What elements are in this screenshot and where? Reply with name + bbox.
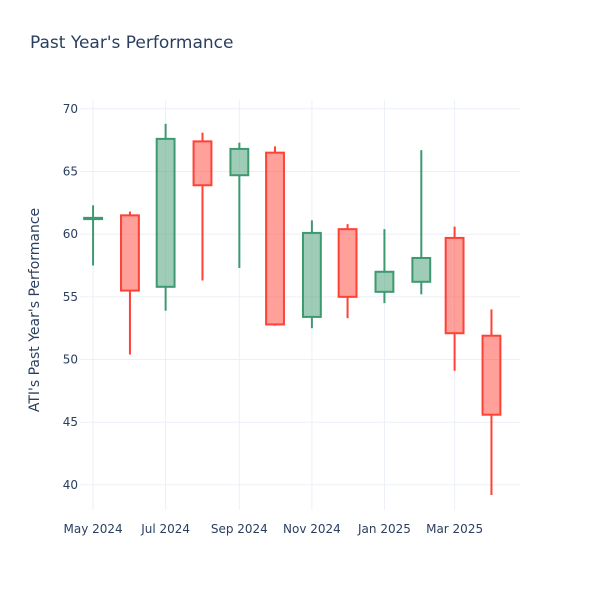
x-tick-label: Jan 2025 [357, 522, 411, 536]
x-tick-label: Nov 2024 [283, 522, 341, 536]
candle-body [411, 256, 432, 283]
candle-body [444, 236, 465, 335]
x-tick-label: Mar 2025 [426, 522, 483, 536]
y-tick-label: 65 [63, 164, 78, 178]
candle [374, 229, 395, 304]
y-tick-label: 60 [63, 227, 78, 241]
candle-body [301, 231, 322, 318]
candle [411, 150, 432, 295]
candle [83, 205, 103, 266]
candle [120, 211, 140, 355]
y-tick-label: 55 [63, 290, 78, 304]
x-tick-label: May 2024 [63, 522, 122, 536]
candle-body [265, 151, 285, 326]
candle-body [374, 270, 395, 293]
y-axis-label: ATI's Past Year's Performance [27, 207, 43, 413]
candle-body [229, 147, 250, 177]
candle [337, 224, 358, 319]
candle-body [120, 214, 140, 292]
y-axis-ticks: 40 45 50 55 60 65 70 [63, 102, 78, 492]
y-tick-label: 45 [63, 415, 78, 429]
chart-title: Past Year's Performance [30, 33, 234, 53]
candle [444, 226, 465, 371]
candle-body [481, 334, 502, 416]
candle-body [192, 140, 213, 187]
candle-body [155, 137, 176, 288]
candle [265, 146, 285, 326]
y-tick-label: 40 [63, 478, 78, 492]
candle-body [337, 228, 358, 298]
candle-body [83, 216, 103, 221]
x-axis-ticks: May 2024 Jul 2024 Sep 2024 Nov 2024 Jan 2025… [63, 522, 483, 536]
candle [192, 132, 213, 281]
candle [301, 220, 322, 329]
x-tick-label: Sep 2024 [211, 522, 268, 536]
candle [229, 142, 250, 269]
candle [155, 123, 176, 311]
x-tick-label: Jul 2024 [140, 522, 190, 536]
y-tick-label: 50 [63, 353, 78, 367]
candle [481, 309, 502, 495]
y-tick-label: 70 [63, 102, 78, 116]
candles [83, 123, 502, 495]
